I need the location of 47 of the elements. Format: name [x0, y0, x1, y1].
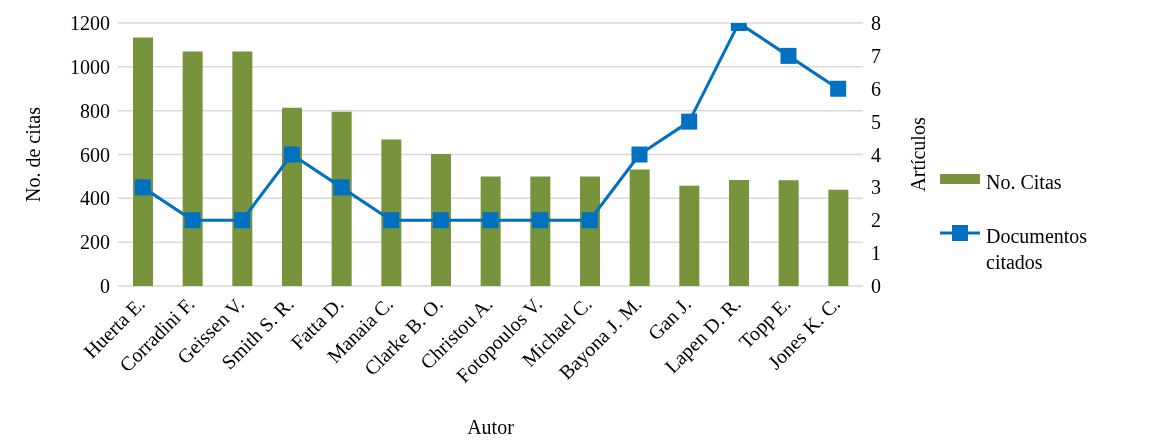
bar — [778, 180, 799, 286]
y2-tick-label: 1 — [871, 242, 881, 265]
y2-tick-label: 8 — [871, 12, 881, 35]
bar — [331, 111, 352, 286]
point — [383, 212, 400, 229]
bar — [133, 37, 153, 286]
point — [532, 212, 549, 229]
bar — [729, 179, 749, 286]
point — [333, 179, 350, 196]
point — [283, 146, 300, 163]
y2-axis-title: Artículos — [907, 117, 930, 192]
y-tick-label: 800 — [80, 99, 110, 122]
point — [134, 179, 151, 196]
point — [780, 47, 797, 64]
y-tick-label: 600 — [80, 143, 110, 166]
y2-tick-label: 0 — [871, 275, 881, 298]
bar — [629, 169, 650, 286]
y2-tick-label: 7 — [871, 44, 881, 67]
bar — [282, 107, 302, 286]
y2-tick-label: 4 — [871, 143, 881, 166]
bar — [431, 154, 451, 286]
y-tick-label: 400 — [80, 187, 110, 210]
bar — [232, 51, 253, 286]
legend-label: No. Citas — [986, 170, 1063, 195]
y-tick-label: 200 — [80, 231, 110, 254]
y2-tick-label: 5 — [871, 110, 881, 133]
y2-tick-label: 6 — [871, 77, 881, 100]
y-tick-label: 1200 — [70, 12, 110, 35]
point — [432, 212, 449, 229]
bar — [381, 139, 402, 286]
point — [631, 146, 648, 163]
bar — [182, 51, 203, 286]
x-axis-title: Autor — [467, 416, 515, 438]
point — [482, 212, 499, 229]
bar — [828, 189, 849, 286]
y-tick-label: 1000 — [70, 55, 110, 78]
point — [234, 212, 251, 229]
y2-tick-label: 2 — [871, 209, 881, 232]
y2-tick-label: 3 — [871, 176, 881, 199]
legend-label: Documentos citados — [986, 224, 1089, 275]
point — [581, 212, 598, 229]
point — [681, 113, 698, 130]
bar — [679, 185, 700, 286]
point — [830, 80, 847, 97]
y-axis-title: No. de citas — [22, 106, 45, 202]
point — [184, 212, 201, 229]
y-tick-label: 0 — [100, 275, 110, 298]
